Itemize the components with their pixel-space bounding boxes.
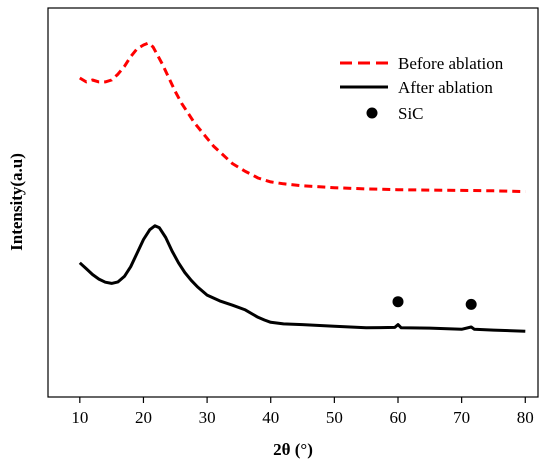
legend-label-sic: SiC <box>398 104 424 123</box>
x-tick-label: 40 <box>262 408 279 427</box>
legend-label-before: Before ablation <box>398 54 504 73</box>
x-ticks: 10 20 30 40 50 60 70 80 <box>71 397 534 427</box>
x-tick-label: 50 <box>326 408 343 427</box>
x-tick-label: 30 <box>199 408 216 427</box>
legend-label-after: After ablation <box>398 78 493 97</box>
series-line-before-ablation <box>79 41 526 194</box>
series-layer <box>78 41 526 333</box>
series-line-after-ablation <box>78 224 526 333</box>
plot-frame <box>47 7 539 398</box>
sic-markers <box>392 296 477 310</box>
x-tick-label: 10 <box>71 408 88 427</box>
legend: Before ablation After ablation SiC <box>340 54 504 123</box>
x-tick-label: 80 <box>517 408 534 427</box>
sic-marker <box>392 296 404 308</box>
x-tick-label: 60 <box>390 408 407 427</box>
sic-marker <box>465 298 477 310</box>
y-axis-title: Intensity(a.u) <box>7 153 26 251</box>
x-tick-label: 20 <box>135 408 152 427</box>
x-axis-title: 2θ (°) <box>273 440 313 459</box>
legend-swatch-sic <box>366 107 378 119</box>
x-tick-label: 70 <box>453 408 470 427</box>
